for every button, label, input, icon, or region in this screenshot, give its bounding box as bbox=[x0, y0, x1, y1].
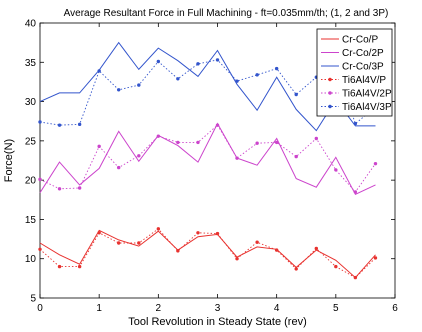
y-tick-label: 35 bbox=[25, 58, 37, 69]
data-point bbox=[38, 120, 42, 124]
data-point bbox=[137, 83, 141, 87]
data-point bbox=[137, 241, 141, 245]
data-point bbox=[57, 123, 62, 127]
data-point bbox=[77, 122, 82, 127]
data-point bbox=[294, 92, 298, 97]
series-cr-co-p bbox=[39, 229, 376, 279]
y-tick-label: 15 bbox=[25, 215, 37, 226]
data-point bbox=[38, 247, 42, 251]
series-line bbox=[39, 124, 376, 193]
legend-label: Cr-Co/3P bbox=[342, 62, 384, 73]
y-axis-label: Force(N) bbox=[3, 139, 15, 182]
data-point bbox=[314, 136, 319, 141]
data-point bbox=[255, 141, 259, 145]
series-line bbox=[39, 41, 376, 132]
data-point bbox=[156, 59, 161, 64]
data-point bbox=[274, 66, 279, 71]
data-point bbox=[77, 264, 82, 269]
y-tick-label: 10 bbox=[25, 254, 37, 265]
data-point bbox=[373, 256, 378, 260]
x-tick-label: 1 bbox=[96, 303, 102, 314]
data-point bbox=[334, 264, 338, 269]
data-point bbox=[57, 264, 62, 269]
data-point bbox=[196, 140, 200, 145]
data-point bbox=[156, 134, 161, 138]
data-point bbox=[97, 144, 101, 149]
data-point bbox=[116, 88, 121, 92]
data-point bbox=[353, 121, 358, 126]
data-point bbox=[97, 231, 101, 235]
legend-label: Ti6Al4V/3P bbox=[342, 102, 392, 113]
legend-marker bbox=[328, 91, 332, 95]
data-point bbox=[137, 154, 141, 158]
legend-label: Ti6Al4V/2P bbox=[342, 89, 392, 100]
legend: Cr-Co/P Cr-Co/2P Cr-Co/3P Ti6Al4V/P Ti6Al4V/… bbox=[316, 28, 393, 117]
legend-label: Cr-Co/P bbox=[342, 35, 378, 46]
data-point bbox=[156, 227, 161, 231]
data-point bbox=[294, 267, 298, 271]
data-point bbox=[215, 231, 220, 236]
data-point bbox=[116, 165, 121, 170]
data-point bbox=[176, 77, 180, 81]
data-point bbox=[334, 168, 338, 172]
series-ti6al4v-2p bbox=[38, 123, 378, 194]
y-tick-label: 20 bbox=[25, 176, 37, 187]
data-point bbox=[196, 231, 200, 235]
y-tick-label: 5 bbox=[30, 294, 36, 305]
chart-title: Average Resultant Force in Full Machinin… bbox=[64, 8, 389, 19]
data-point bbox=[314, 246, 319, 251]
data-point bbox=[353, 190, 358, 194]
series-line bbox=[39, 228, 376, 279]
x-axis-label: Tool Revolution in Steady State (rev) bbox=[128, 316, 307, 328]
y-tick-label: 40 bbox=[25, 19, 37, 30]
data-point bbox=[77, 186, 82, 190]
legend-label: Ti6Al4V/P bbox=[342, 75, 386, 86]
x-tick-label: 0 bbox=[37, 303, 43, 314]
data-point bbox=[373, 161, 378, 166]
data-point bbox=[97, 69, 101, 73]
series-line bbox=[39, 229, 376, 279]
data-point bbox=[176, 249, 180, 253]
legend-label: Cr-Co/2P bbox=[342, 48, 384, 59]
data-point bbox=[196, 62, 200, 66]
legend-marker bbox=[328, 77, 332, 82]
data-point bbox=[255, 73, 259, 77]
data-point bbox=[353, 275, 358, 280]
series-cr-co-3p bbox=[39, 41, 376, 132]
x-tick-label: 2 bbox=[156, 303, 162, 314]
data-point bbox=[235, 257, 239, 261]
data-point bbox=[215, 58, 220, 62]
x-tick-label: 3 bbox=[215, 303, 221, 314]
series-ti6al4v-p bbox=[38, 227, 378, 280]
y-tick-label: 25 bbox=[25, 136, 37, 147]
x-tick-label: 6 bbox=[392, 303, 398, 314]
series-cr-co-2p bbox=[39, 122, 376, 195]
x-tick-label: 4 bbox=[274, 303, 280, 314]
data-point bbox=[294, 154, 298, 159]
x-tick-label: 5 bbox=[333, 303, 339, 314]
data-point bbox=[235, 156, 239, 160]
data-point bbox=[274, 140, 279, 145]
data-point bbox=[274, 248, 279, 252]
data-point bbox=[215, 123, 220, 127]
data-point bbox=[235, 79, 239, 83]
series-line bbox=[39, 122, 376, 195]
data-point bbox=[38, 177, 42, 182]
y-tick-label: 30 bbox=[25, 97, 37, 108]
legend-marker bbox=[328, 104, 332, 109]
data-point bbox=[57, 187, 62, 191]
data-point bbox=[255, 240, 259, 244]
data-point bbox=[176, 140, 180, 145]
legend-box bbox=[316, 28, 393, 117]
data-point bbox=[116, 241, 121, 245]
